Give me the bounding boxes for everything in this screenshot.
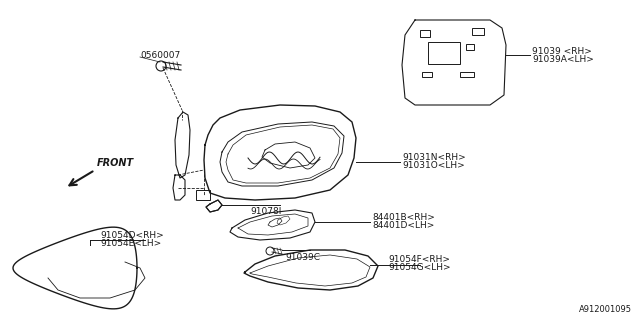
Text: 84401B<RH>: 84401B<RH> — [372, 213, 435, 222]
Text: 91054D<RH>: 91054D<RH> — [100, 230, 164, 239]
Circle shape — [266, 247, 274, 255]
Text: 91054F<RH>: 91054F<RH> — [388, 255, 450, 265]
FancyBboxPatch shape — [422, 72, 432, 77]
Text: 91039 <RH>: 91039 <RH> — [532, 47, 592, 57]
FancyBboxPatch shape — [460, 72, 474, 77]
Text: 84401D<LH>: 84401D<LH> — [372, 221, 435, 230]
Text: 91078I: 91078I — [250, 207, 282, 217]
Text: FRONT: FRONT — [97, 158, 134, 168]
FancyBboxPatch shape — [196, 190, 210, 200]
Text: 91054G<LH>: 91054G<LH> — [388, 263, 451, 273]
Text: 91031N<RH>: 91031N<RH> — [402, 154, 466, 163]
Text: 91039A<LH>: 91039A<LH> — [532, 55, 594, 65]
Text: 91039C: 91039C — [285, 253, 320, 262]
Polygon shape — [206, 200, 222, 212]
Circle shape — [156, 61, 166, 71]
Text: 0560007: 0560007 — [140, 51, 180, 60]
FancyBboxPatch shape — [466, 44, 474, 50]
FancyBboxPatch shape — [428, 42, 460, 64]
FancyBboxPatch shape — [420, 30, 430, 37]
Text: A912001095: A912001095 — [579, 305, 632, 314]
FancyBboxPatch shape — [472, 28, 484, 35]
Text: 91031O<LH>: 91031O<LH> — [402, 162, 465, 171]
Text: 91054E<LH>: 91054E<LH> — [100, 238, 161, 247]
